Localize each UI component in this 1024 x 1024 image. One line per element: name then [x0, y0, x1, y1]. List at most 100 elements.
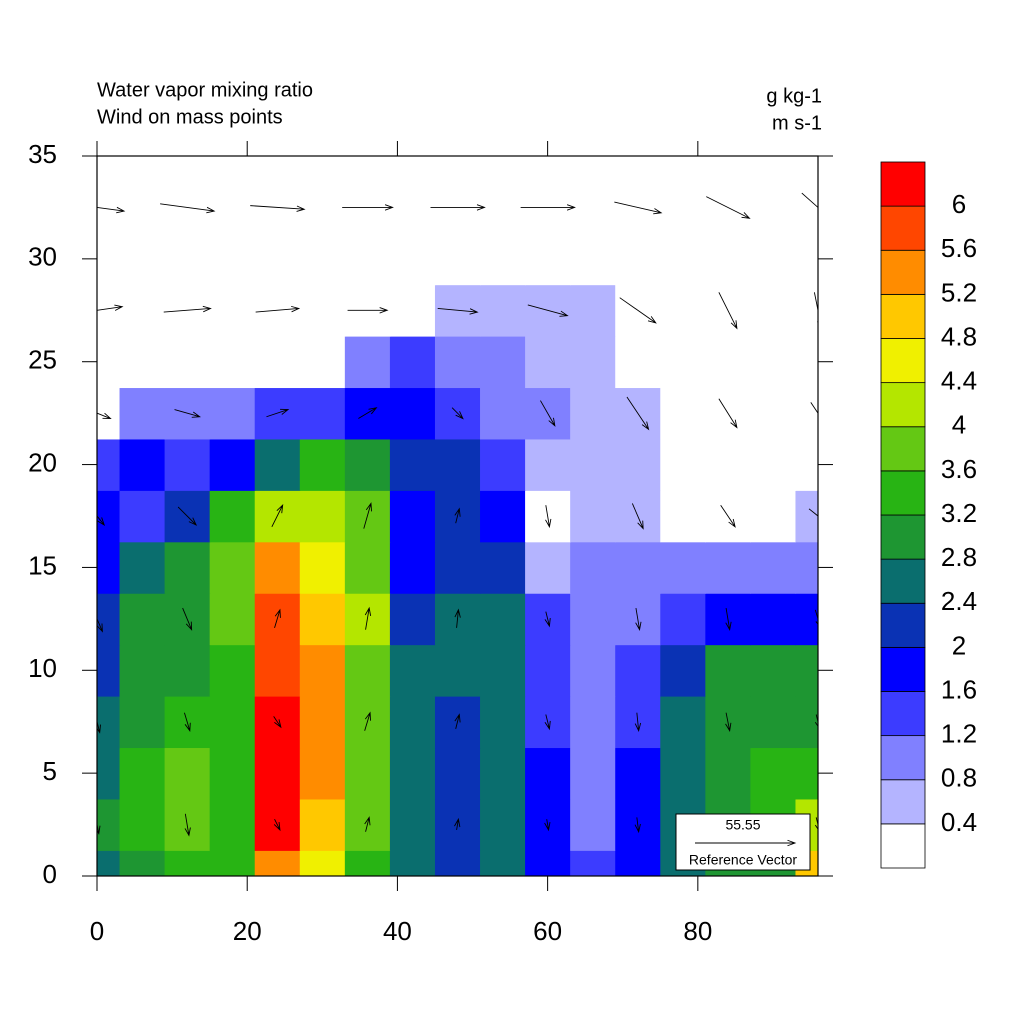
contour-cell	[119, 490, 166, 543]
contour-cell	[344, 233, 391, 286]
contour-cell	[209, 284, 256, 337]
contour-cell	[795, 593, 818, 646]
contour-cell	[344, 541, 391, 594]
x-tick-label: 40	[383, 916, 412, 946]
contour-cell	[570, 696, 616, 749]
colorbar-box	[880, 602, 926, 648]
colorbar-box	[880, 823, 926, 869]
contour-cell	[750, 541, 797, 594]
contour-cell	[480, 696, 526, 749]
contour-cell	[570, 593, 616, 646]
contour-cell	[480, 181, 526, 234]
wind-arrow	[364, 816, 371, 832]
contour-cell	[97, 850, 121, 876]
wind-arrow	[635, 607, 642, 631]
contour-cell	[254, 438, 301, 491]
contour-cell	[97, 233, 121, 286]
chart-subtitle: Wind on mass points	[97, 106, 283, 128]
contour-cell	[164, 644, 211, 697]
contour-cell	[570, 181, 616, 234]
contour-cell	[97, 438, 121, 491]
wind-arrow	[706, 196, 751, 219]
wind-arrow	[364, 711, 371, 731]
contour-cell	[299, 593, 346, 646]
contour-cell	[344, 336, 391, 389]
contour-cell	[344, 438, 391, 491]
contour-cell	[164, 850, 211, 876]
colorbar-label: 4.8	[941, 321, 977, 351]
wind-arrow	[808, 508, 818, 517]
wind-arrow	[364, 606, 372, 630]
contour-cell	[209, 233, 256, 286]
wind-vectors	[97, 192, 818, 837]
colorbar-label: 2.8	[941, 542, 977, 572]
contour-cell	[97, 696, 121, 749]
contour-cell	[299, 156, 346, 183]
reference-vector-box	[675, 813, 811, 871]
wind-arrow	[358, 407, 378, 419]
wind-arrow	[182, 607, 193, 631]
wind-arrow	[634, 817, 641, 834]
wind-arrow	[454, 817, 461, 831]
wind-arrow	[813, 292, 818, 324]
contour-cell	[660, 438, 706, 491]
contour-cell	[119, 747, 166, 800]
contour-cell	[119, 156, 166, 183]
contour-cell	[750, 438, 797, 491]
contour-cell	[480, 850, 526, 876]
contour-cell	[480, 644, 526, 697]
contour-cell	[97, 593, 121, 646]
colorbar-label: 4	[952, 410, 966, 440]
contour-cell	[344, 747, 391, 800]
plot-frame	[96, 155, 819, 877]
y-tick-label: 5	[43, 756, 57, 786]
colorbar-box	[880, 691, 926, 737]
colorbar-label: 3.6	[941, 454, 977, 484]
contour-cell	[119, 336, 166, 389]
contour-cell	[164, 438, 211, 491]
contour-cell	[525, 438, 571, 491]
wind-units-label: m s-1	[772, 112, 822, 134]
wind-arrow	[255, 305, 301, 313]
y-tick-label: 25	[28, 345, 57, 375]
y-tick-label: 10	[28, 653, 57, 683]
contour-cell	[97, 156, 121, 183]
contour-cell	[97, 284, 121, 337]
contour-cell	[525, 644, 571, 697]
contour-cell	[750, 233, 797, 286]
contour-cell	[480, 156, 526, 183]
contour-cell	[660, 387, 706, 440]
colorbar-label: 3.2	[941, 498, 977, 528]
colorbar-box	[880, 470, 926, 516]
wind-arrow	[814, 714, 818, 728]
contour-cell	[254, 336, 301, 389]
contour-cell	[660, 490, 706, 543]
contour-cell	[660, 593, 706, 646]
contour-cell	[299, 490, 346, 543]
contour-cell	[299, 387, 346, 440]
contour-cell	[795, 438, 818, 491]
wind-arrow	[271, 504, 284, 528]
contour-cell	[480, 541, 526, 594]
wind-arrow	[266, 408, 290, 418]
wind-arrow	[454, 608, 461, 628]
contour-cell	[119, 593, 166, 646]
wind-arrow	[720, 504, 736, 528]
colorbar-box	[880, 382, 926, 428]
contour-cell	[119, 233, 166, 286]
contour-cell	[615, 438, 661, 491]
contour-cell	[299, 233, 346, 286]
wind-arrow	[177, 506, 198, 526]
contour-cell	[389, 156, 436, 183]
wind-arrow	[725, 712, 732, 733]
wind-arrow	[540, 400, 556, 427]
contour-cell	[570, 747, 616, 800]
wind-arrow	[814, 817, 818, 830]
contour-cell	[299, 747, 346, 800]
wind-arrow	[614, 201, 663, 215]
wind-arrow	[250, 205, 306, 212]
contour-cell	[389, 490, 436, 543]
contour-cell	[570, 850, 616, 876]
colorbar-label: 6	[952, 189, 966, 219]
contour-cell	[570, 644, 616, 697]
